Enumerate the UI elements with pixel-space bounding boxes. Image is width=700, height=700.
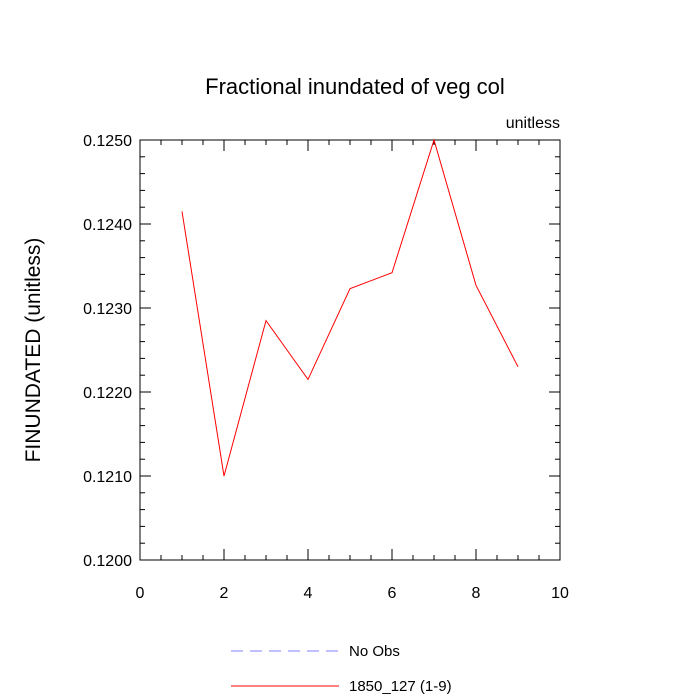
series-line-0 (181, 138, 519, 477)
ticks-group: 0 2 4 6 8 10 0.1200 0.1210 0.1220 0.1230 0.1240 0.1… (83, 133, 569, 602)
legend-label-1: 1850_127 (1-9) (349, 678, 452, 695)
x-tick-label: 2 (220, 585, 229, 602)
y-tick-label: 0.1250 (83, 133, 132, 150)
y-tick-label: 0.1210 (83, 469, 132, 486)
series-group (181, 138, 519, 477)
plot-frame (139, 139, 561, 561)
x-tick-label: 10 (551, 585, 569, 602)
x-tick-label: 8 (472, 585, 481, 602)
legend: No Obs 1850_127 (1-9) (231, 643, 452, 695)
y-tick-label: 0.1200 (83, 553, 132, 570)
y-tick-label: 0.1230 (83, 301, 132, 318)
chart-title: Fractional inundated of veg col (205, 74, 505, 99)
x-tick-label: 0 (136, 585, 145, 602)
units-label: unitless (506, 115, 560, 132)
x-tick-label: 4 (304, 585, 313, 602)
x-tick-label: 6 (388, 585, 397, 602)
y-axis-label: FINUNDATED (unitless) (22, 238, 45, 463)
y-tick-label: 0.1240 (83, 217, 132, 234)
legend-label-0: No Obs (349, 643, 400, 660)
y-tick-label: 0.1220 (83, 385, 132, 402)
